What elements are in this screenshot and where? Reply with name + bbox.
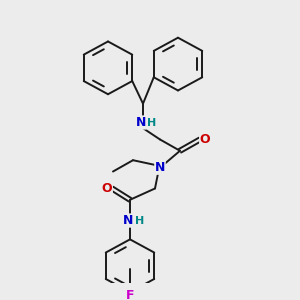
Text: H: H: [147, 118, 157, 128]
Text: O: O: [102, 182, 112, 195]
Text: N: N: [136, 116, 146, 129]
Text: F: F: [126, 290, 134, 300]
Text: N: N: [155, 161, 165, 174]
Text: O: O: [200, 133, 210, 146]
Text: H: H: [135, 215, 145, 226]
Text: N: N: [123, 214, 133, 227]
